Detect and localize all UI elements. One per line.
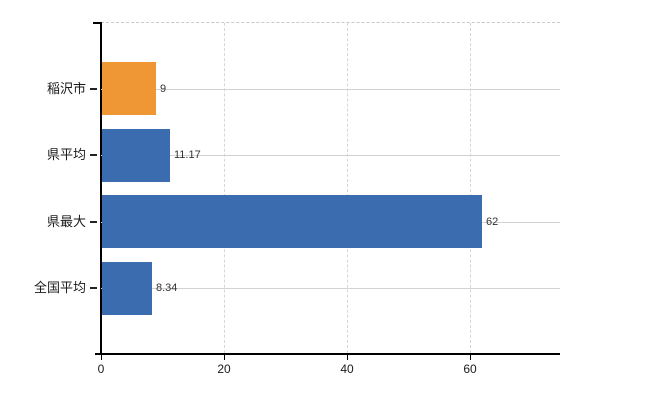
category-axis-tick (90, 287, 97, 289)
category-axis-tick (90, 154, 97, 156)
x-gridline (224, 23, 225, 353)
category-label: 稲沢市 (46, 80, 86, 96)
x-axis-tick (101, 355, 102, 360)
plot-top-border (101, 22, 560, 23)
x-axis-tick (224, 355, 225, 360)
category-row-gridline (101, 155, 560, 156)
category-label: 全国平均 (33, 280, 86, 295)
bar-value-label: 62 (486, 215, 499, 228)
bar-value-label: 9 (160, 82, 167, 95)
bar-value-label: 11.17 (174, 149, 201, 161)
x-tick-label: 60 (463, 362, 477, 376)
category-axis-tick (90, 220, 97, 223)
x-tick-label: 20 (217, 362, 231, 376)
x-gridline (347, 23, 348, 353)
x-gridline (470, 23, 471, 353)
y-axis-line (100, 22, 102, 354)
x-axis-tick (470, 355, 471, 360)
bar-稲沢市 (102, 62, 156, 115)
category-row-gridline (101, 288, 560, 289)
bar-県平均 (102, 128, 170, 182)
x-tick-label: 0 (97, 362, 105, 376)
x-axis-line (95, 353, 560, 355)
x-axis-tick (347, 355, 348, 360)
category-row-gridline (101, 88, 560, 90)
x-tick-label: 40 (340, 362, 354, 376)
bar-県最大 (102, 195, 482, 248)
category-label: 県平均 (46, 147, 86, 162)
bar-全国平均 (102, 261, 152, 315)
y-axis-end-tick (93, 22, 101, 24)
bar-value-label: 8.34 (156, 282, 178, 294)
category-label: 県最大 (46, 213, 86, 229)
category-axis-tick (90, 87, 97, 90)
